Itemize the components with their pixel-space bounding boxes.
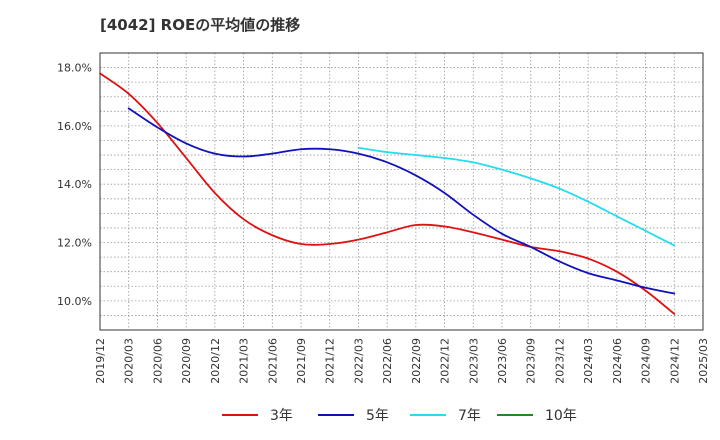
y-tick-label: 12.0% xyxy=(57,237,92,250)
series-line-1 xyxy=(127,107,676,295)
x-tick-label: 2021/03 xyxy=(238,338,251,384)
x-tick-label: 2019/12 xyxy=(94,338,107,384)
legend-label-3y: 3年 xyxy=(270,408,293,424)
x-tick-label: 2021/09 xyxy=(295,338,308,384)
x-tick-label: 2020/09 xyxy=(180,338,193,384)
y-tick-label: 16.0% xyxy=(57,120,92,133)
legend-swatch-7y xyxy=(410,414,446,416)
legend-label-10y: 10年 xyxy=(545,408,577,424)
x-tick-label: 2021/06 xyxy=(266,338,279,384)
plot-area xyxy=(100,53,703,330)
y-tick-label: 18.0% xyxy=(57,62,92,75)
x-tick-label: 2023/06 xyxy=(496,338,509,384)
y-tick-label: 10.0% xyxy=(57,295,92,308)
x-tick-label: 2022/06 xyxy=(381,338,394,384)
x-tick-label: 2022/09 xyxy=(410,338,423,384)
x-tick-label: 2024/03 xyxy=(582,338,595,384)
x-tick-label: 2025/03 xyxy=(697,338,710,384)
legend-label-5y: 5年 xyxy=(366,408,389,424)
x-tick-label: 2023/03 xyxy=(467,338,480,384)
legend-label-7y: 7年 xyxy=(458,408,481,424)
x-tick-label: 2024/09 xyxy=(640,338,653,384)
x-tick-label: 2024/12 xyxy=(668,338,681,384)
x-tick-label: 2023/12 xyxy=(553,338,566,384)
legend-swatch-3y xyxy=(222,414,258,416)
x-tick-label: 2021/12 xyxy=(324,338,337,384)
chart-legend: 3年 5年 7年 10年 xyxy=(0,403,720,427)
plot-frame xyxy=(99,52,704,331)
legend-item-3y: 3年 xyxy=(222,403,293,427)
series-line-0 xyxy=(99,72,676,315)
legend-item-5y: 5年 xyxy=(318,403,389,427)
series-line-2 xyxy=(357,146,676,247)
x-tick-label: 2024/06 xyxy=(611,338,624,384)
legend-item-7y: 7年 xyxy=(410,403,481,427)
x-tick-label: 2020/06 xyxy=(151,338,164,384)
x-tick-label: 2020/12 xyxy=(209,338,222,384)
y-tick-label: 14.0% xyxy=(57,178,92,191)
legend-item-10y: 10年 xyxy=(497,403,577,427)
x-tick-label: 2020/03 xyxy=(123,338,136,384)
x-tick-label: 2023/09 xyxy=(525,338,538,384)
x-tick-label: 2022/03 xyxy=(352,338,365,384)
line-chart: 10.0% 12.0% 14.0% 16.0% 18.0% 2019/12 2020/03 2… xyxy=(57,52,710,384)
legend-swatch-5y xyxy=(318,414,354,416)
chart-title: [4042] ROEの平均値の推移 xyxy=(100,16,301,34)
x-tick-label: 2022/12 xyxy=(439,338,452,384)
legend-swatch-10y xyxy=(497,414,533,416)
